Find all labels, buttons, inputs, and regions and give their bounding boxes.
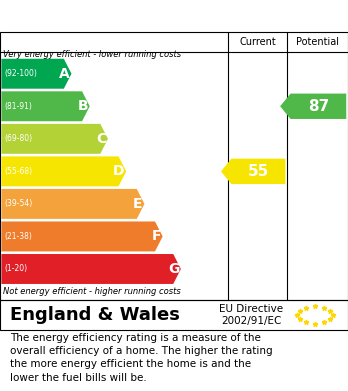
- Polygon shape: [1, 91, 90, 121]
- Text: G: G: [168, 262, 179, 276]
- Text: Very energy efficient - lower running costs: Very energy efficient - lower running co…: [3, 50, 182, 59]
- Text: (21-38): (21-38): [4, 232, 32, 241]
- Polygon shape: [1, 189, 144, 219]
- Text: C: C: [96, 132, 106, 146]
- Text: B: B: [77, 99, 88, 113]
- Polygon shape: [1, 124, 108, 154]
- Text: D: D: [113, 164, 125, 178]
- Polygon shape: [1, 59, 71, 89]
- Text: (55-68): (55-68): [4, 167, 32, 176]
- Text: (39-54): (39-54): [4, 199, 32, 208]
- Text: Current: Current: [239, 37, 276, 47]
- Text: (81-91): (81-91): [4, 102, 32, 111]
- Text: 55: 55: [248, 164, 269, 179]
- Text: EU Directive
2002/91/EC: EU Directive 2002/91/EC: [219, 304, 283, 326]
- Polygon shape: [280, 93, 346, 119]
- Text: England & Wales: England & Wales: [10, 306, 180, 324]
- Polygon shape: [221, 159, 285, 184]
- Polygon shape: [1, 254, 181, 284]
- Polygon shape: [1, 221, 163, 251]
- Polygon shape: [1, 156, 126, 187]
- Text: (92-100): (92-100): [4, 69, 37, 78]
- Text: The energy efficiency rating is a measure of the
overall efficiency of a home. T: The energy efficiency rating is a measur…: [10, 333, 273, 383]
- Text: A: A: [59, 67, 70, 81]
- Text: F: F: [151, 230, 161, 244]
- Text: (69-80): (69-80): [4, 135, 32, 143]
- Text: E: E: [133, 197, 143, 211]
- Text: Potential: Potential: [296, 37, 339, 47]
- Text: (1-20): (1-20): [4, 264, 27, 273]
- Text: Not energy efficient - higher running costs: Not energy efficient - higher running co…: [3, 287, 181, 296]
- Text: Energy Efficiency Rating: Energy Efficiency Rating: [10, 9, 220, 23]
- Text: 87: 87: [308, 99, 329, 114]
